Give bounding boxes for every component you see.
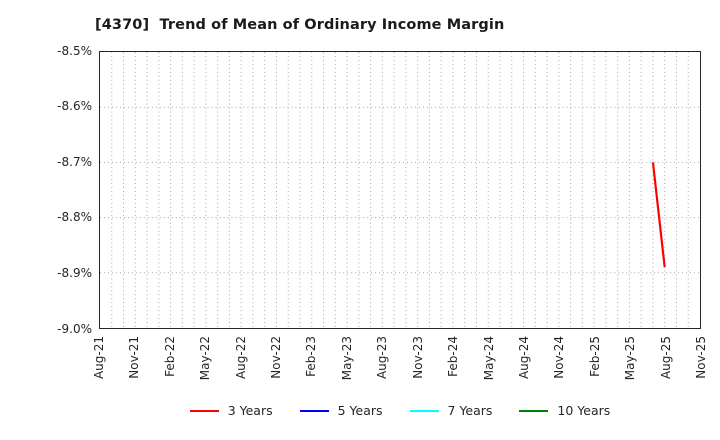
x-tick-label: Aug-21 <box>92 336 106 380</box>
x-tick-label: Feb-23 <box>304 336 319 377</box>
x-tick-label: May-25 <box>623 336 638 381</box>
legend-item-5-years: 5 Years <box>299 403 383 418</box>
plot-canvas <box>100 52 700 328</box>
x-tick-label: Feb-24 <box>446 336 461 377</box>
x-tick-label: May-24 <box>481 336 496 381</box>
legend-label: 3 Years <box>227 403 273 418</box>
legend: 3 Years 5 Years 7 Years 10 Years <box>99 403 701 418</box>
y-tick-label: -8.6% <box>57 99 92 114</box>
legend-item-3-years: 3 Years <box>189 403 273 418</box>
legend-label: 10 Years <box>557 403 611 418</box>
x-tick-label: May-22 <box>198 336 213 381</box>
x-tick-label: Nov-23 <box>410 336 425 379</box>
legend-label: 5 Years <box>337 403 383 418</box>
x-tick-label: Feb-25 <box>587 336 602 377</box>
x-tick-label: Aug-23 <box>375 336 390 380</box>
y-tick-label: -8.9% <box>57 265 92 280</box>
plot-area <box>99 51 701 329</box>
y-tick-label: -8.5% <box>57 43 92 58</box>
x-tick-label: Aug-25 <box>658 336 673 380</box>
y-tick-label: -8.7% <box>57 154 92 169</box>
y-tick-label: -9.0% <box>57 321 92 336</box>
x-tick-label: Feb-22 <box>162 336 177 377</box>
legend-item-10-years: 10 Years <box>519 403 610 418</box>
chart-title: [4370] Trend of Mean of Ordinary Income … <box>95 17 505 33</box>
x-tick-label: May-23 <box>339 336 354 381</box>
legend-label: 7 Years <box>447 403 493 418</box>
series-line-3-years <box>651 162 666 268</box>
y-tick-label: -8.8% <box>57 210 92 225</box>
legend-line-swatch <box>299 409 329 412</box>
legend-line-swatch <box>189 409 219 412</box>
x-tick-label: Nov-24 <box>552 336 567 379</box>
legend-line-swatch <box>409 409 439 412</box>
x-tick-label: Aug-24 <box>516 336 531 380</box>
x-tick-label: Nov-25 <box>694 336 708 379</box>
x-tick-label: Aug-22 <box>233 336 248 380</box>
legend-item-7-years: 7 Years <box>409 403 493 418</box>
x-tick-label: Nov-22 <box>269 336 284 379</box>
x-tick-label: Nov-21 <box>127 336 142 379</box>
legend-line-swatch <box>519 409 549 412</box>
